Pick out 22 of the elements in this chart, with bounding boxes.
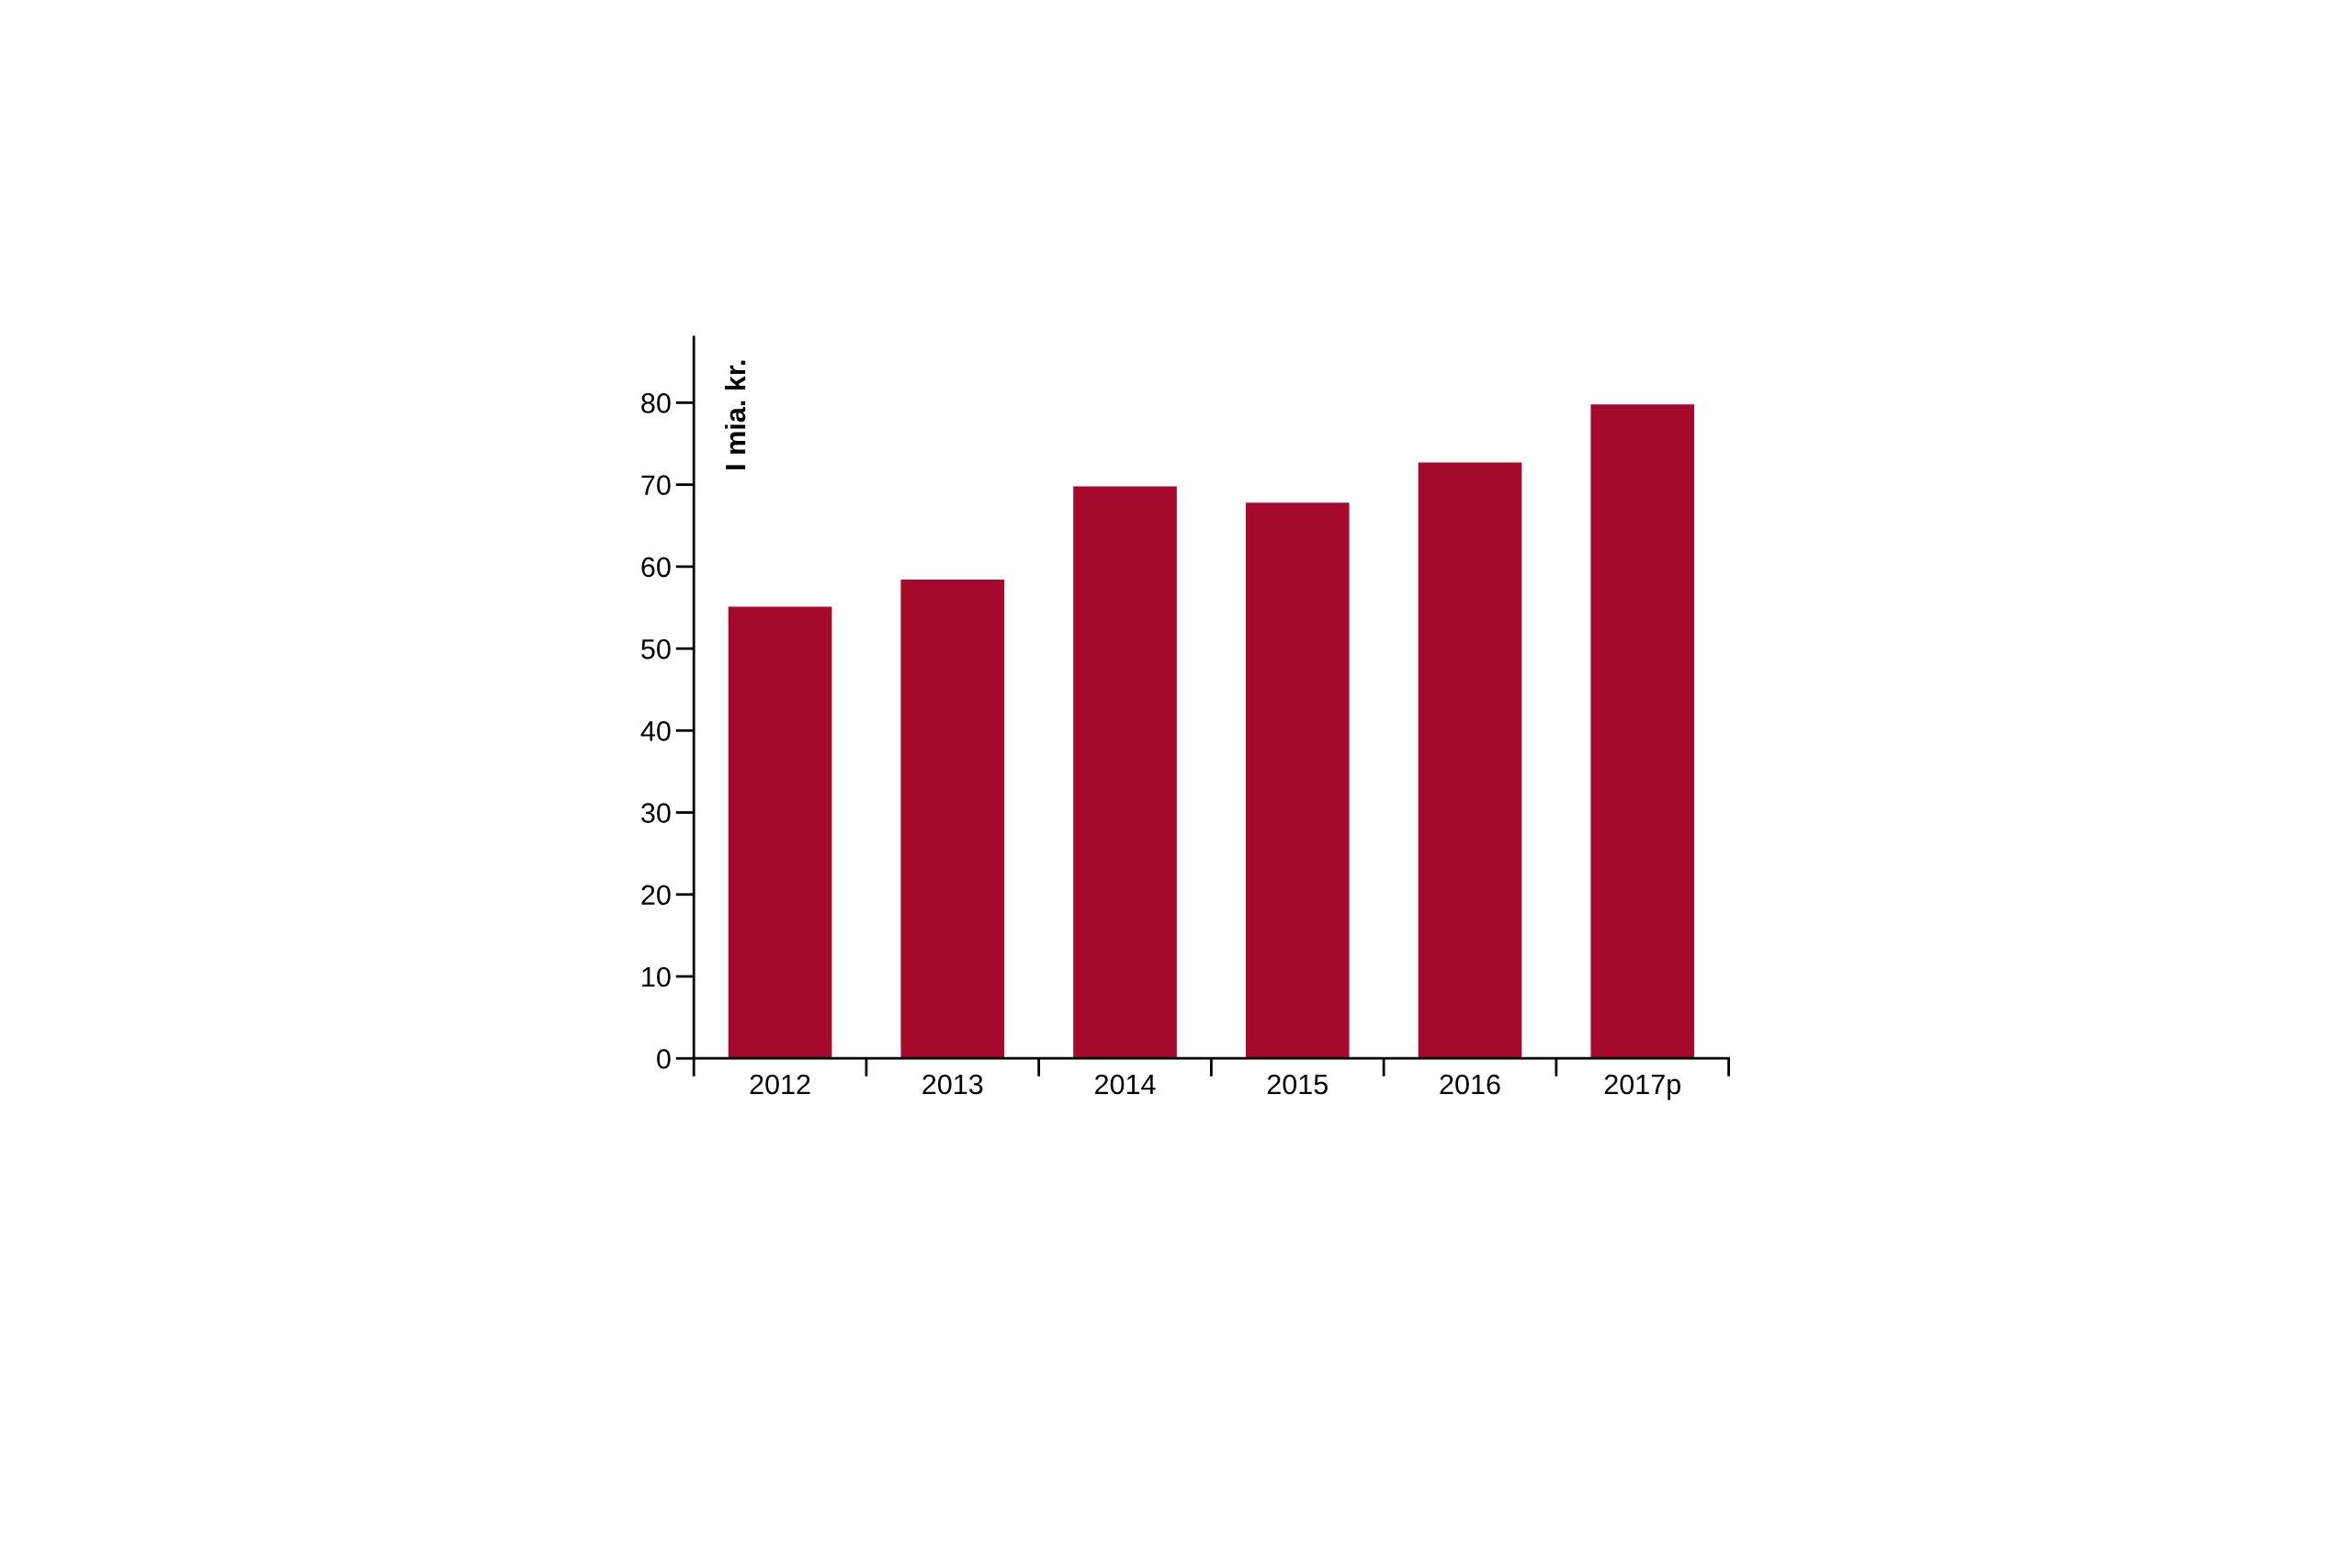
x-tick-label: 2012 [750,1074,810,1095]
y-tick-label: 80 [641,393,671,413]
bar [900,580,1005,1059]
x-tick-label: 2015 [1267,1074,1328,1095]
bar [728,606,832,1059]
bar [1245,502,1350,1059]
y-tick-label: 20 [641,885,671,906]
y-tick-label: 50 [641,638,671,660]
y-tick-label: 30 [641,803,671,823]
bar [1073,486,1177,1059]
y-tick-label: 10 [642,966,671,987]
x-tick-label: 2014 [1095,1074,1156,1095]
y-axis-title: I mia. kr. [724,360,746,469]
y-tick-label: 40 [640,721,671,741]
x-tick-label: 2017p [1604,1074,1680,1100]
bar [1418,462,1522,1059]
y-tick-label: 70 [641,475,671,495]
bar [1590,404,1695,1059]
y-tick-label: 60 [641,557,671,578]
x-tick-label: 2016 [1440,1074,1500,1095]
x-tick-label: 2013 [922,1074,983,1095]
y-tick-label: 0 [657,1048,671,1069]
